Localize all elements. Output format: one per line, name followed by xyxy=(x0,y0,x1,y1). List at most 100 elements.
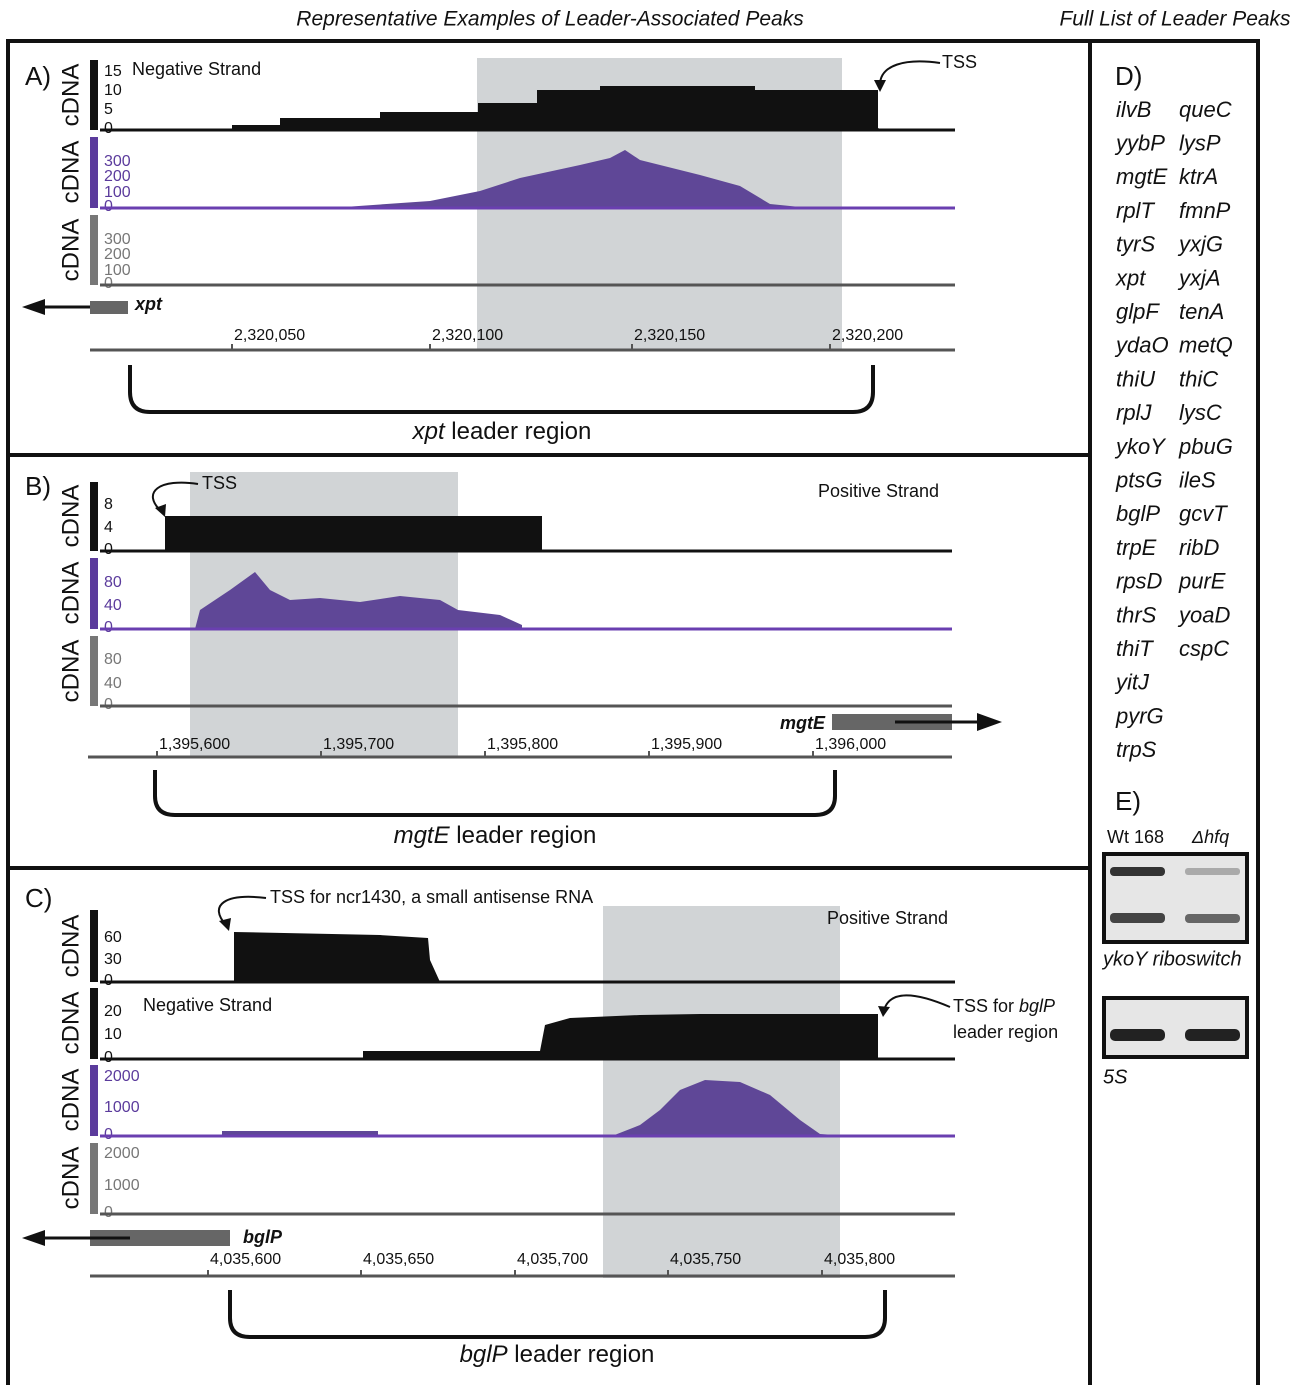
label: E) xyxy=(1115,786,1141,816)
shape xyxy=(90,60,98,130)
gene-name: bglP xyxy=(1116,501,1160,526)
connector xyxy=(230,1290,885,1337)
gene-name: ktrA xyxy=(1179,164,1218,189)
gene-name: queC xyxy=(1179,97,1232,122)
gene-name: cspC xyxy=(1179,636,1229,661)
gene-name: yoaD xyxy=(1177,602,1230,627)
gene-name: mgtE xyxy=(1116,164,1168,189)
gene-name: pbuG xyxy=(1178,434,1233,459)
shape xyxy=(90,215,98,285)
gene-name: xpt xyxy=(1115,265,1146,290)
label: 40 xyxy=(104,675,122,692)
gene-name: trpE xyxy=(1116,535,1157,560)
label: xpt leader region xyxy=(412,418,592,445)
label: B) xyxy=(25,471,51,501)
figure: Representative Examples of Leader-Associ… xyxy=(0,0,1299,1385)
label: TSS xyxy=(202,473,237,493)
label: cDNA xyxy=(57,141,84,204)
gene-name: pyrG xyxy=(1115,703,1164,728)
label: 20 xyxy=(104,1003,122,1020)
shape xyxy=(90,482,98,551)
shape xyxy=(1185,1029,1240,1041)
label: cDNA xyxy=(57,640,84,703)
label: cDNA xyxy=(57,1069,84,1132)
gene-name: thiC xyxy=(1179,366,1218,391)
connector xyxy=(880,61,940,85)
label: 4,035,750 xyxy=(670,1251,741,1268)
label: cDNA xyxy=(57,915,84,978)
label: 1000 xyxy=(104,1177,140,1194)
shape xyxy=(1110,913,1165,923)
label: cDNA xyxy=(57,64,84,127)
label: 80 xyxy=(104,574,122,591)
gene-name: tenA xyxy=(1179,299,1224,324)
header-left: Representative Examples of Leader-Associ… xyxy=(296,8,804,31)
gene-name: rpsD xyxy=(1116,569,1163,594)
label: 30 xyxy=(104,951,122,968)
gene-name: thiT xyxy=(1116,636,1154,661)
gene-name: rplT xyxy=(1116,198,1155,223)
gene-name: ptsG xyxy=(1115,468,1162,493)
connector xyxy=(155,770,835,815)
shape xyxy=(1185,868,1240,875)
label-part: bglP xyxy=(1019,996,1055,1016)
shape xyxy=(90,301,128,314)
label: 1,396,000 xyxy=(815,736,886,753)
label: cDNA xyxy=(57,219,84,282)
gene-name: thrS xyxy=(1116,602,1157,627)
label: Negative Strand xyxy=(132,59,261,79)
label: 2000 xyxy=(104,1068,140,1085)
label-part: xpt xyxy=(412,418,446,445)
label: TSS xyxy=(942,52,977,72)
gene-name: ydaO xyxy=(1114,333,1169,358)
label-part: TSS for xyxy=(953,996,1019,1016)
gene-list: ilvByybPmgtErplTtyrSxptglpFydaOthiUrplJy… xyxy=(1114,97,1233,762)
label: Positive Strand xyxy=(827,908,948,928)
label: 1,395,700 xyxy=(323,736,394,753)
gene-name: tyrS xyxy=(1116,232,1155,257)
label: cDNA xyxy=(57,1147,84,1210)
label: cDNA xyxy=(57,562,84,625)
gene-name: fmnP xyxy=(1179,198,1231,223)
label-part: leader region xyxy=(451,418,591,445)
label: 1,395,900 xyxy=(651,736,722,753)
label: 5 xyxy=(104,101,113,118)
label: 1,395,800 xyxy=(487,736,558,753)
label: 10 xyxy=(104,1026,122,1043)
label: 2,320,100 xyxy=(432,327,503,344)
label: ykoY riboswitch xyxy=(1101,948,1242,970)
label: xpt xyxy=(134,294,163,314)
label-part: mgtE xyxy=(394,822,451,849)
label: Δhfq xyxy=(1191,827,1229,847)
connector xyxy=(130,365,873,412)
shape xyxy=(1110,1029,1165,1041)
connector xyxy=(878,1006,890,1017)
label: leader region xyxy=(953,1022,1058,1042)
label: Wt 168 xyxy=(1107,827,1164,847)
gene-name: lysP xyxy=(1179,131,1221,156)
gene-name: yybP xyxy=(1114,131,1165,156)
label: 8 xyxy=(104,496,113,513)
shape xyxy=(1185,914,1240,923)
gene-name: ileS xyxy=(1179,468,1216,493)
label: 200 xyxy=(104,246,131,263)
shape xyxy=(90,1143,98,1214)
shape xyxy=(90,636,98,706)
shape xyxy=(90,558,98,629)
label: TSS for bglP xyxy=(953,996,1055,1016)
gene-name: yxjG xyxy=(1177,232,1223,257)
label: 5S xyxy=(1103,1066,1128,1088)
header-right: Full List of Leader Peaks xyxy=(1059,8,1291,31)
gene-name: ykoY xyxy=(1114,434,1166,459)
label: 10 xyxy=(104,82,122,99)
label: 15 xyxy=(104,63,122,80)
coverage xyxy=(363,1014,878,1059)
label: 4,035,650 xyxy=(363,1251,434,1268)
connector xyxy=(22,299,45,315)
gene-name: ilvB xyxy=(1116,97,1151,122)
label: C) xyxy=(25,883,52,913)
gene-name: trpS xyxy=(1116,737,1157,762)
label: 4,035,700 xyxy=(517,1251,588,1268)
label: 4 xyxy=(104,519,113,536)
shape xyxy=(90,1065,98,1136)
